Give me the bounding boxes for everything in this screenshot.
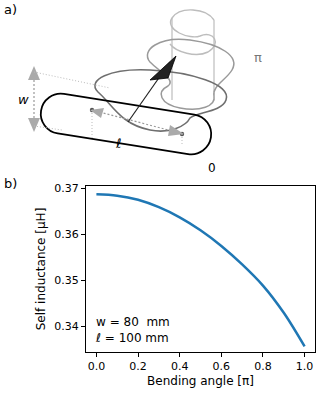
html-text:b): b) bbox=[4, 176, 18, 191]
svg-text:π: π bbox=[254, 50, 262, 65]
svg-text:0.37: 0.37 bbox=[54, 182, 79, 195]
svg-text:1.0: 1.0 bbox=[296, 360, 314, 373]
svg-text:0: 0 bbox=[208, 161, 216, 175]
svg-text:0.35: 0.35 bbox=[54, 274, 79, 287]
svg-text:ℓ: ℓ bbox=[115, 136, 121, 151]
svg-text:0.6: 0.6 bbox=[213, 360, 231, 373]
svg-text:a): a) bbox=[4, 2, 17, 17]
svg-text:0.34: 0.34 bbox=[54, 320, 79, 333]
svg-text:0.0: 0.0 bbox=[88, 360, 106, 373]
svg-text:w: w bbox=[18, 92, 29, 107]
svg-text:0.36: 0.36 bbox=[54, 228, 79, 241]
svg-text:0.2: 0.2 bbox=[129, 360, 147, 373]
svg-text:Bending angle [π]: Bending angle [π] bbox=[147, 374, 254, 388]
svg-text:0.8: 0.8 bbox=[254, 360, 272, 373]
svg-text:Self inductance [μH]: Self inductance [μH] bbox=[34, 208, 48, 331]
svg-text:w = 80 mmℓ = 100 mm: w = 80 mmℓ = 100 mm bbox=[95, 315, 170, 345]
svg-text:0.4: 0.4 bbox=[171, 360, 189, 373]
